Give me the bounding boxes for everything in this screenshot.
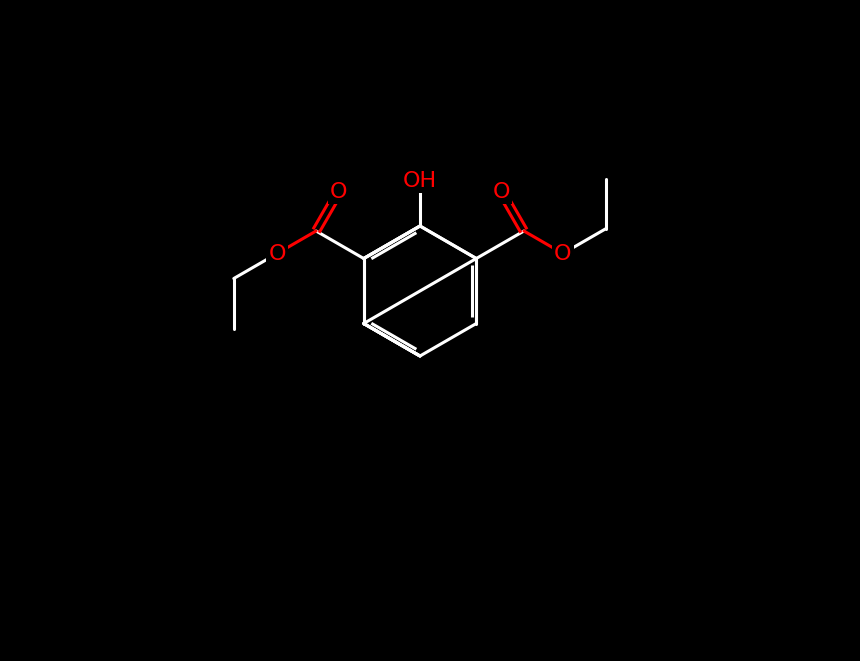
Text: O: O xyxy=(554,243,572,264)
Text: O: O xyxy=(268,243,286,264)
Text: OH: OH xyxy=(403,171,437,191)
Text: O: O xyxy=(330,182,347,202)
Text: O: O xyxy=(493,182,510,202)
